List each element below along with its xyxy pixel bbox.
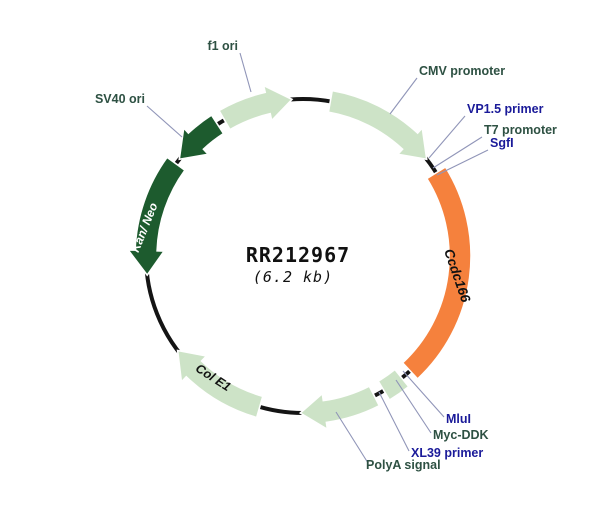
leader-line-sgfi-site <box>436 149 489 176</box>
leader-line-myc-ddk <box>395 379 432 434</box>
callout-label-cmv-promoter: CMV promoter <box>419 64 505 78</box>
feature-myc-ddk <box>377 368 410 402</box>
callout-label-myc-ddk: Myc-DDK <box>433 428 489 442</box>
callout-label-f1-ori: f1 ori <box>207 39 238 53</box>
callout-label-polya-signal: PolyA signal <box>366 458 441 472</box>
feature-kan-neo <box>126 156 187 277</box>
leader-line-polya-signal <box>335 411 369 464</box>
leader-line-f1-ori <box>239 52 252 93</box>
feature-sv40-ori <box>178 113 225 161</box>
leader-line-sv40-ori <box>146 105 183 138</box>
leader-line-cmv-promoter <box>389 77 418 115</box>
leader-line-mlui-site <box>402 370 445 418</box>
feature-cmv-promoter <box>327 89 428 161</box>
plasmid-name: RR212967 <box>246 243 350 267</box>
callout-label-sv40-ori: SV40 ori <box>95 92 145 106</box>
leader-line-vp15-primer <box>428 115 466 159</box>
callout-label-xl39-primer: XL39 primer <box>411 446 483 460</box>
feature-f1-ori <box>217 84 294 131</box>
leader-line-t7-promoter <box>432 136 483 169</box>
callout-label-t7-promoter: T7 promoter <box>484 123 557 137</box>
feature-polya-signal <box>298 385 381 431</box>
callout-label-sgfi-site: SgfI <box>490 136 514 150</box>
callout-label-vp15-primer: VP1.5 primer <box>467 102 544 116</box>
feature-col-e1 <box>176 349 264 419</box>
feature-ccdc166 <box>401 165 472 381</box>
callout-label-mlui-site: MluI <box>446 412 471 426</box>
leader-line-xl39-primer <box>378 391 410 452</box>
plasmid-size: (6.2 kb) <box>253 268 333 286</box>
